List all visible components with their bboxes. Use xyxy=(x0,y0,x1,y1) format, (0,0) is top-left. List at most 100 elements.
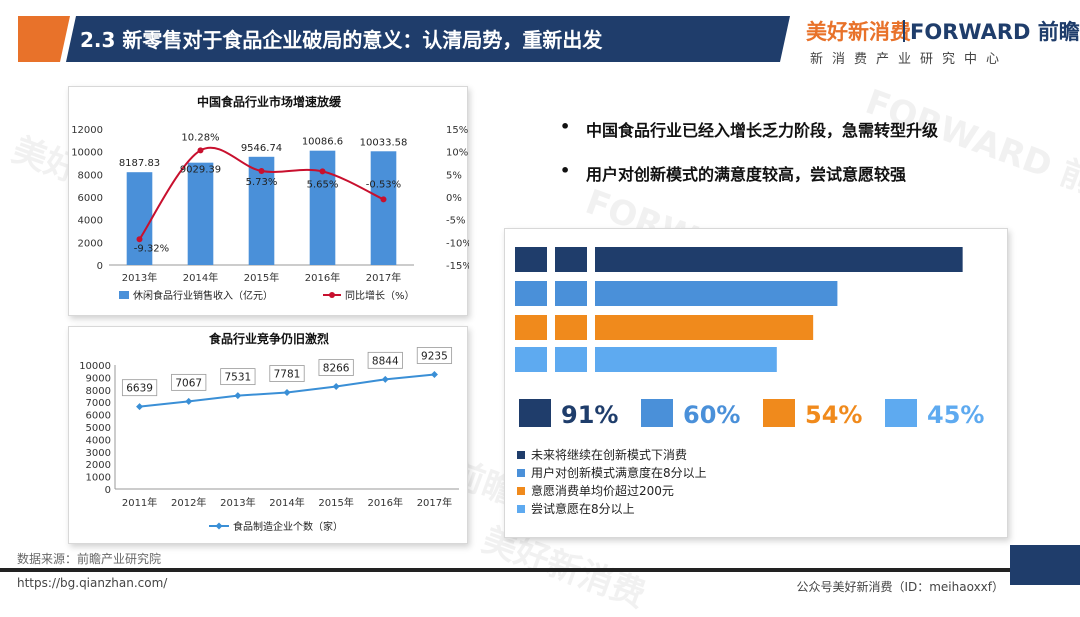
page-title: 2.3 新零售对于食品企业破局的意义：认清局势，重新出发 xyxy=(80,28,603,52)
bullet-point: 中国食品行业已经入增长乏力阶段，急需转型升级 xyxy=(560,117,938,141)
data-label-box xyxy=(367,351,403,369)
legend-label: 用户对创新模式满意度在8分以上 xyxy=(531,465,707,480)
y-tick-label: 4000 xyxy=(78,216,103,227)
bar-value-label: 9546.74 xyxy=(241,143,282,154)
legend-label: 未来将继续在创新模式下消费 xyxy=(531,447,687,462)
chart-panel-growth: 中国食品行业市场增速放缓 0 2000 4000 6000 8000 10000 12000 -… xyxy=(68,86,472,316)
data-point xyxy=(283,389,291,397)
bar xyxy=(595,281,838,306)
legend-marker xyxy=(215,522,223,530)
data-label-box xyxy=(416,347,453,364)
y-tick-label: 10000 xyxy=(79,361,111,372)
x-tick-label: 2016年 xyxy=(368,496,403,509)
y-tick-label: 2000 xyxy=(78,238,103,249)
value-badge-swatch xyxy=(885,399,917,427)
y-tick-label: 8000 xyxy=(86,386,111,397)
data-label-box xyxy=(171,373,207,391)
data-label-box xyxy=(121,379,158,397)
y2-tick-label: -5% xyxy=(446,216,465,227)
y-tick-label: 3000 xyxy=(86,448,111,459)
bar xyxy=(595,247,963,272)
bar-stub xyxy=(515,315,547,340)
x-tick-label: 2012年 xyxy=(171,496,206,509)
growth-value-label: 5.65% xyxy=(307,179,339,190)
data-label: 7531 xyxy=(224,372,251,384)
growth-point xyxy=(136,236,143,243)
x-tick-label: 2016年 xyxy=(305,271,340,284)
data-label: 7067 xyxy=(175,377,202,389)
data-label-box xyxy=(269,365,305,382)
satisfaction-chart: 91% 60% 54% 45% 未来将继续在创新模式下消费用户对创新模式满意度在8分以上… xyxy=(515,247,984,516)
legend-label: 同比增长（%） xyxy=(345,289,415,302)
bar-stub xyxy=(515,281,547,306)
legend-label: 休闲食品行业销售收入（亿元） xyxy=(133,289,273,302)
data-point xyxy=(185,397,193,405)
y-tick-label: 4000 xyxy=(86,435,111,446)
legend-swatch xyxy=(517,505,525,513)
competition-chart: 食品行业竞争仍旧激烈010002000300040005000600070008… xyxy=(79,331,459,533)
source-url[interactable]: https://bg.qianzhan.com/ xyxy=(17,576,168,590)
data-label: 7781 xyxy=(274,369,301,381)
data-point xyxy=(430,370,438,378)
key-points: 中国食品行业已经入增长乏力阶段，急需转型升级 用户对创新模式的满意度较高，尝试意… xyxy=(560,117,938,205)
value-badge-swatch xyxy=(519,399,551,427)
x-tick-label: 2015年 xyxy=(318,496,353,509)
bar-stub xyxy=(555,347,587,372)
data-point xyxy=(332,383,340,391)
bar-stub xyxy=(555,281,587,306)
bar xyxy=(595,347,777,372)
growth-value-label: -9.32% xyxy=(134,243,169,254)
y-tick-label: 9000 xyxy=(86,373,111,384)
y2-tick-label: -15% xyxy=(446,261,469,272)
bar xyxy=(309,150,336,265)
data-point xyxy=(136,403,144,411)
x-tick-label: 2013年 xyxy=(220,496,255,509)
value-badge-label: 60% xyxy=(683,401,740,429)
y-tick-label: 8000 xyxy=(78,170,103,181)
growth-value-label: 10.28% xyxy=(181,132,219,143)
legend-marker xyxy=(329,292,335,298)
chart-title: 食品行业竞争仍旧激烈 xyxy=(208,331,329,346)
y-tick-label: 5000 xyxy=(86,423,111,434)
value-badge-swatch xyxy=(763,399,795,427)
x-tick-label: 2011年 xyxy=(122,496,157,509)
growth-point xyxy=(319,168,326,175)
footer-divider xyxy=(0,568,1080,572)
value-badge-label: 91% xyxy=(561,401,618,429)
chart-title: 中国食品行业市场增速放缓 xyxy=(197,94,342,109)
y2-tick-label: 0% xyxy=(446,193,462,204)
data-label-box xyxy=(318,359,354,376)
wechat-account: 公众号美好新消费（ID：meihaoxxf） xyxy=(796,580,1004,594)
growth-line xyxy=(138,146,384,240)
y2-tick-label: 10% xyxy=(446,148,468,159)
data-label-box xyxy=(220,368,256,386)
data-source: 数据来源：前瞻产业研究院 xyxy=(17,552,162,566)
y-tick-label: 10000 xyxy=(71,148,103,159)
data-label: 8266 xyxy=(323,363,350,375)
y-tick-label: 12000 xyxy=(71,125,103,136)
x-tick-label: 2014年 xyxy=(183,271,218,284)
bar xyxy=(370,151,397,265)
bar-value-label: 8187.83 xyxy=(119,158,160,169)
bar xyxy=(126,172,153,265)
legend-label: 食品制造企业个数（家） xyxy=(233,520,343,533)
y2-tick-label: 15% xyxy=(446,125,468,136)
bar-value-label: 10086.6 xyxy=(302,137,343,148)
y-tick-label: 0 xyxy=(105,485,111,496)
bar xyxy=(595,315,814,340)
chart-panel-competition: 食品行业竞争仍旧激烈 0 1000 2000 3000 4000 5000 6000 7000 8… xyxy=(68,326,468,544)
bar-stub xyxy=(555,247,587,272)
legend-label: 尝试意愿在8分以上 xyxy=(531,501,635,516)
legend-swatch xyxy=(517,451,525,459)
data-label: 8844 xyxy=(372,355,399,367)
growth-value-label: -0.53% xyxy=(366,179,401,190)
y2-tick-label: 5% xyxy=(446,170,462,181)
growth-point xyxy=(380,196,387,203)
bar-stub xyxy=(515,247,547,272)
y2-tick-label: -10% xyxy=(446,238,469,249)
bar xyxy=(187,162,214,265)
y-tick-label: 2000 xyxy=(86,460,111,471)
value-badge-label: 54% xyxy=(805,401,862,429)
bar-value-label: 9029.39 xyxy=(180,165,221,176)
data-point xyxy=(234,392,242,400)
